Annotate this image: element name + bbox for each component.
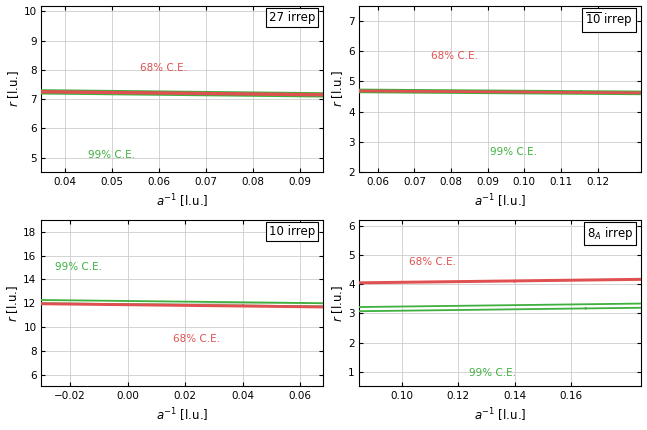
- X-axis label: $a^{-1}$ [l.u.]: $a^{-1}$ [l.u.]: [474, 193, 527, 210]
- Text: $8_A$ irrep: $8_A$ irrep: [587, 225, 633, 242]
- Text: 99% C.E.: 99% C.E.: [490, 147, 537, 157]
- Text: 10 irrep: 10 irrep: [269, 225, 315, 238]
- Text: 68% C.E.: 68% C.E.: [431, 51, 478, 61]
- Text: 27 irrep: 27 irrep: [269, 11, 315, 24]
- Text: 68% C.E.: 68% C.E.: [410, 257, 456, 267]
- Text: 99% C.E.: 99% C.E.: [55, 262, 102, 273]
- X-axis label: $a^{-1}$ [l.u.]: $a^{-1}$ [l.u.]: [156, 407, 208, 424]
- Text: 99% C.E.: 99% C.E.: [89, 150, 135, 160]
- Y-axis label: $r$ [l.u.]: $r$ [l.u.]: [6, 71, 21, 108]
- Y-axis label: $r$ [l.u.]: $r$ [l.u.]: [330, 71, 345, 108]
- Y-axis label: $r$ [l.u.]: $r$ [l.u.]: [6, 285, 21, 322]
- Text: 99% C.E.: 99% C.E.: [468, 369, 516, 378]
- Text: 68% C.E.: 68% C.E.: [173, 334, 220, 344]
- X-axis label: $a^{-1}$ [l.u.]: $a^{-1}$ [l.u.]: [474, 407, 527, 424]
- Text: 68% C.E.: 68% C.E.: [140, 63, 187, 74]
- Text: $\overline{10}$ irrep: $\overline{10}$ irrep: [586, 11, 633, 30]
- Y-axis label: $r$ [l.u.]: $r$ [l.u.]: [330, 285, 345, 322]
- X-axis label: $a^{-1}$ [l.u.]: $a^{-1}$ [l.u.]: [156, 193, 208, 210]
